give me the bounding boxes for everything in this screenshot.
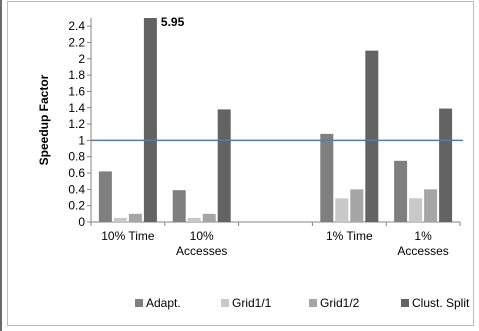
bar-grid1-1-1 (187, 217, 201, 222)
legend-label: Clust. Split (412, 296, 470, 310)
legend-swatch-0 (135, 299, 143, 307)
left-edge-divider (0, 0, 2, 331)
legend-label: Grid1/2 (320, 296, 360, 310)
legend-label: Grid1/1 (232, 296, 272, 310)
bar-grid1-1-3 (335, 198, 349, 222)
x-category-label: 10% (190, 229, 214, 243)
y-tick-label: 1.2 (68, 117, 85, 131)
bar-grid1-2-3 (350, 189, 364, 222)
x-category-label: 1% Time (326, 229, 373, 243)
y-axis-title: Speedup Factor (37, 74, 51, 165)
y-tick-label: 2.4 (68, 19, 85, 33)
y-tick-label: 1.6 (68, 84, 85, 98)
y-tick-label: 2.2 (68, 35, 85, 49)
x-category-label: Accesses (397, 244, 448, 258)
bar-adapt-1 (172, 190, 186, 222)
y-tick-label: 1.8 (68, 68, 85, 82)
bar-value-annotation: 5.95 (161, 15, 185, 29)
bar-grid1-2-4 (424, 189, 438, 222)
x-category-label: 10% Time (101, 229, 155, 243)
chart-frame: 0 0.2 0.4 0.6 0.8 1 1.2 1.4 1.6 1.8 2 2.2 2.4 Speedup… (7, 1, 474, 326)
y-tick-label: 0.8 (68, 150, 85, 164)
bar-grid1-1-4 (409, 198, 423, 222)
y-tick-label: 0.2 (68, 199, 85, 213)
bar-clust-split-0 (143, 18, 157, 222)
x-category-label: Accesses (176, 244, 227, 258)
legend-swatch-3 (401, 299, 409, 307)
bar-clust-split-1 (217, 109, 231, 222)
bar-grid1-2-1 (202, 213, 216, 222)
bar-adapt-0 (98, 171, 112, 222)
legend-swatch-1 (221, 299, 229, 307)
bar-grid1-1-0 (113, 217, 127, 222)
y-tick-label: 1 (78, 133, 85, 147)
y-tick-label: 0 (78, 215, 85, 229)
y-tick-label: 1.4 (68, 101, 85, 115)
bar-adapt-4 (394, 160, 408, 222)
bar-grid1-2-0 (128, 213, 142, 222)
bar-clust-split-3 (365, 50, 379, 222)
bar-adapt-3 (320, 133, 334, 222)
speedup-bar-chart: 0 0.2 0.4 0.6 0.8 1 1.2 1.4 1.6 1.8 2 2.2 2.4 Speedup… (37, 15, 470, 310)
legend-label: Adapt. (146, 296, 181, 310)
bar-clust-split-4 (439, 108, 453, 222)
y-tick-label: 0.6 (68, 166, 85, 180)
x-category-label: 1% (414, 229, 432, 243)
y-tick-label: 0.4 (68, 182, 85, 196)
y-tick-label: 2 (78, 52, 85, 66)
legend-swatch-2 (309, 299, 317, 307)
